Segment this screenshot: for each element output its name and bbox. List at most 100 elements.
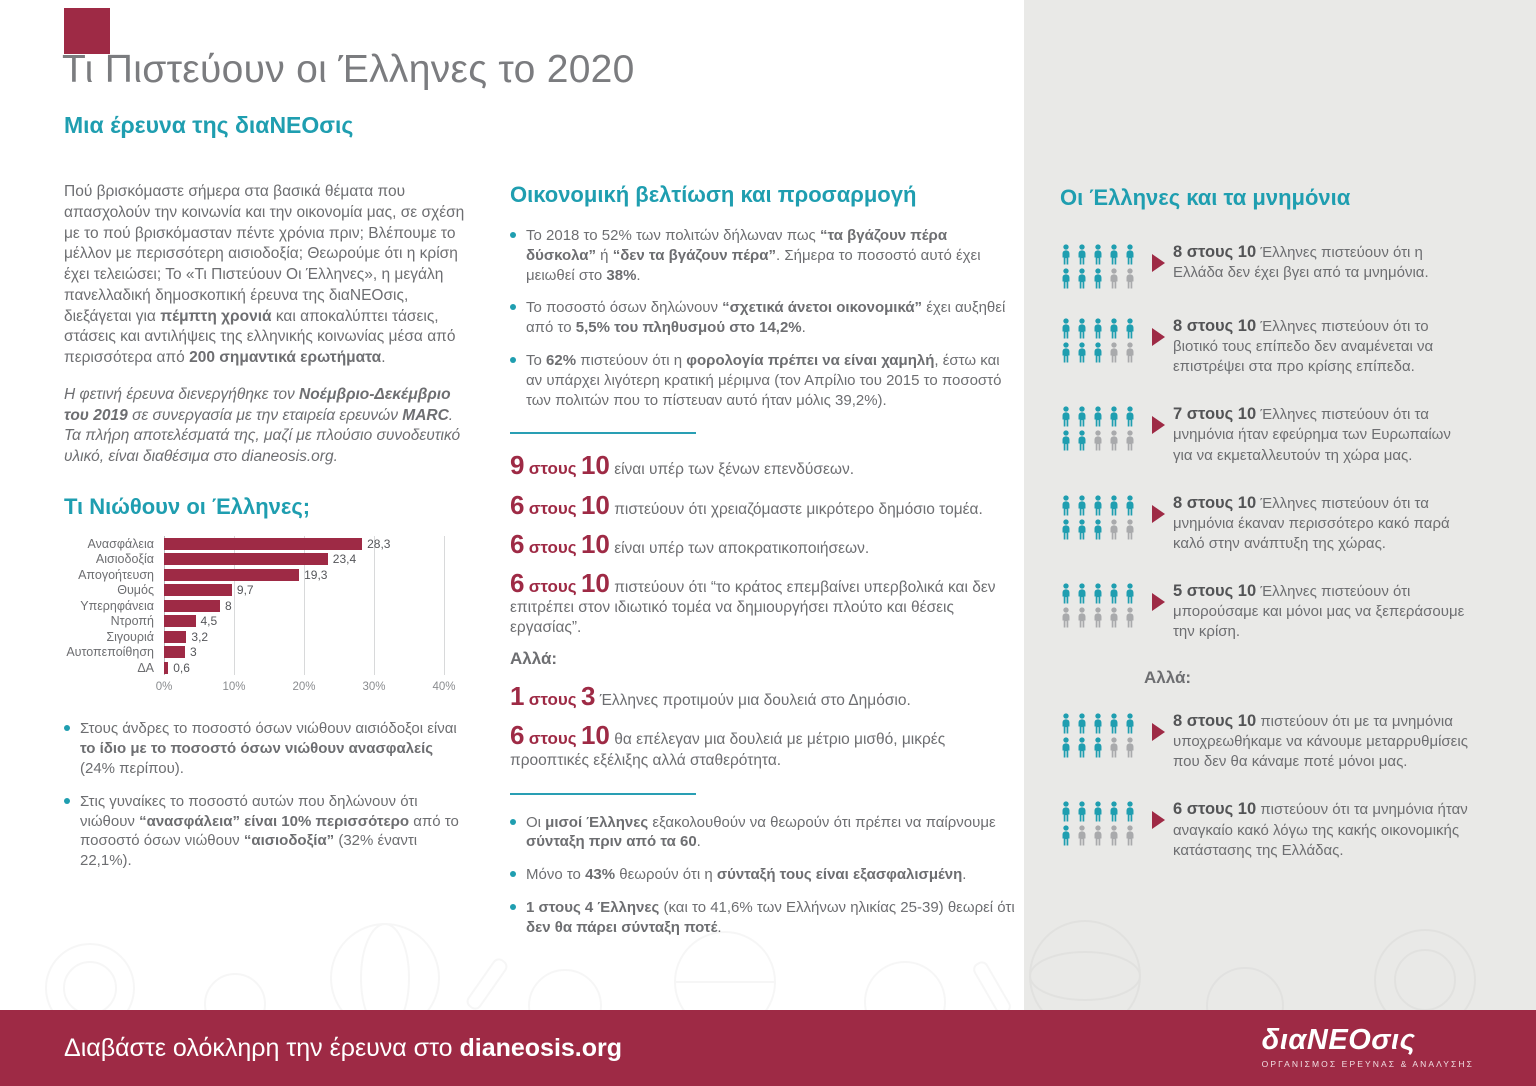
person-icon (1062, 737, 1070, 758)
person-icon (1126, 607, 1134, 628)
stat-text: πιστεύουν ότι χρειαζόμαστε μικρότερο δημ… (609, 500, 983, 518)
chart-category-label: Αισιοδοξία (95, 552, 154, 567)
person-icon (1094, 801, 1102, 823)
stat-ratio: 1 στους 3 (510, 681, 596, 712)
person-icon (1078, 318, 1086, 339)
people-pictogram (1060, 494, 1140, 540)
memo-text: 7 στους 10 Έλληνες πιστεύουν ότι τα μνημ… (1173, 405, 1451, 464)
person-icon (1110, 583, 1118, 604)
chart-tick-label: 0% (155, 681, 173, 694)
memo-ratio: 8 στους 10 (1173, 712, 1257, 731)
person-icon (1110, 607, 1118, 628)
person-icon (1094, 430, 1102, 451)
chart-value-label: 3,2 (191, 629, 209, 644)
person-icon (1078, 713, 1086, 734)
intro-paragraph-methodology: Η φετινή έρευνα διενεργήθηκε τον Νοέμβρι… (64, 385, 461, 466)
memo-ratio: 5 στους 10 (1173, 581, 1257, 600)
chart-row: Θυμός 9,7 (64, 582, 466, 598)
person-icon (1126, 342, 1134, 363)
person-icon (1062, 342, 1070, 363)
bullet-text: Μόνο το 43% θεωρούν ότι η σύνταξή τους ε… (526, 866, 967, 884)
person-icon (1094, 494, 1102, 516)
memo-item: 8 στους 10 πιστεύουν ότι με τα μνημόνια … (1060, 710, 1472, 772)
person-icon (1126, 583, 1134, 604)
bullet-dot-icon (64, 797, 70, 804)
person-icon (1094, 268, 1102, 289)
economy-bullets: Το 2018 το 52% των πολιτών δήλωναν πως “… (510, 226, 1015, 410)
stat-ratio: 6 στους 10 (510, 720, 610, 751)
bullet-dot-icon (510, 232, 516, 238)
person-icon (1094, 244, 1102, 265)
person-icon (1062, 825, 1070, 847)
footer-cta: Διαβάστε ολόκληρη την έρευνα στο dianeos… (64, 1033, 623, 1062)
memo-item: 5 στους 10 Έλληνες πιστεύουν ότι μπορούσ… (1060, 580, 1472, 642)
person-icon (1110, 801, 1118, 823)
arrow-icon (1152, 504, 1165, 523)
person-icon (1110, 318, 1118, 339)
chart-tick-label: 30% (362, 681, 386, 694)
chart-tick-label: 20% (292, 681, 316, 694)
gridline (304, 535, 305, 676)
person-icon (1110, 825, 1118, 847)
memo-text: 8 στους 10 πιστεύουν ότι με τα μνημόνια … (1173, 712, 1468, 771)
person-icon (1094, 825, 1102, 847)
feelings-heading: Τι Νιώθουν οι Έλληνες; (64, 493, 311, 519)
person-icon (1078, 583, 1086, 604)
person-icon (1126, 737, 1134, 758)
bullet-text: Οι μισοί Έλληνες εξακολουθούν να θεωρούν… (526, 813, 996, 851)
memoranda-items: 8 στους 10 Έλληνες πιστεύουν ότι η Ελλάδ… (1060, 241, 1472, 861)
bullet-text: Στις γυναίκες το ποσοστό αυτών που δηλών… (80, 792, 459, 870)
stat-line: 6 στους 10 θα επέλεγαν μια δουλειά με μέ… (510, 722, 1015, 770)
person-icon (1094, 607, 1102, 628)
person-icon (1062, 583, 1070, 604)
person-icon (1094, 583, 1102, 604)
memo-ratio: 8 στους 10 (1173, 493, 1257, 512)
stat-ratio: 6 στους 10 (510, 567, 610, 598)
person-icon (1126, 518, 1134, 540)
chart-bar (164, 615, 196, 628)
person-icon (1126, 318, 1134, 339)
footer-link[interactable]: dianeosis.org (459, 1033, 623, 1062)
bullet-dot-icon (510, 304, 516, 311)
person-icon (1062, 518, 1070, 540)
chart-category-label: Ντροπή (110, 614, 154, 629)
memo-ratio: 7 στους 10 (1173, 405, 1257, 424)
chart-value-label: 23,4 (332, 552, 357, 567)
people-pictogram (1060, 583, 1140, 628)
memo-text: 8 στους 10 Έλληνες πιστεύουν ότι η Ελλάδ… (1173, 243, 1429, 282)
bullet-dot-icon (510, 904, 516, 911)
memo-text: 8 στους 10 Έλληνες πιστεύουν ότι το βιοτ… (1173, 317, 1434, 376)
people-pictogram (1060, 801, 1140, 847)
stat-text: είναι υπέρ των αποκρατικοποιήσεων. (609, 539, 870, 557)
stat-ratio: 6 στους 10 (510, 489, 610, 520)
person-icon (1110, 244, 1118, 265)
chart-bar (164, 537, 363, 550)
bullet-text: Το ποσοστό όσων δηλώνουν “σχετικά άνετοι… (526, 299, 1006, 337)
stat-ratio: 6 στους 10 (510, 528, 610, 559)
person-icon (1094, 518, 1102, 540)
page-subtitle: Μια έρευνα της διαΝΕΟσις (64, 112, 354, 138)
chart-row: Αισιοδοξία 23,4 (64, 551, 466, 567)
chart-bar (164, 646, 185, 659)
chart-category-label: Αυτοπεποίθηση (66, 645, 154, 660)
stat-text: θα επέλεγαν μια δουλειά με μέτριο μισθό,… (510, 731, 946, 769)
intro-paragraph: Πού βρισκόμαστε σήμερα στα βασικά θέματα… (64, 183, 465, 367)
person-icon (1126, 494, 1134, 516)
chart-bar (164, 630, 187, 643)
person-icon (1078, 737, 1086, 758)
chart-value-label: 8 (225, 598, 232, 613)
memo-item: 8 στους 10 Έλληνες πιστεύουν ότι η Ελλάδ… (1060, 241, 1472, 289)
person-icon (1126, 430, 1134, 451)
bullet-dot-icon (510, 871, 516, 878)
person-icon (1126, 801, 1134, 823)
arrow-icon (1152, 592, 1165, 611)
chart-row: Σιγουριά 3,2 (64, 629, 466, 645)
divider (510, 432, 696, 435)
feelings-bar-chart: Ανασφάλεια 28,3 Αισιοδοξία 23,4 Απογοήτευση 1… (64, 535, 466, 696)
person-icon (1062, 801, 1070, 823)
left-column: Πού βρισκόμαστε σήμερα στα βασικά θέματα… (64, 182, 466, 884)
people-pictogram (1060, 713, 1140, 758)
middle-column: Οικονομική βελτίωση και προσαρμογή Το 20… (510, 182, 1015, 951)
bullet-dot-icon (64, 725, 70, 732)
